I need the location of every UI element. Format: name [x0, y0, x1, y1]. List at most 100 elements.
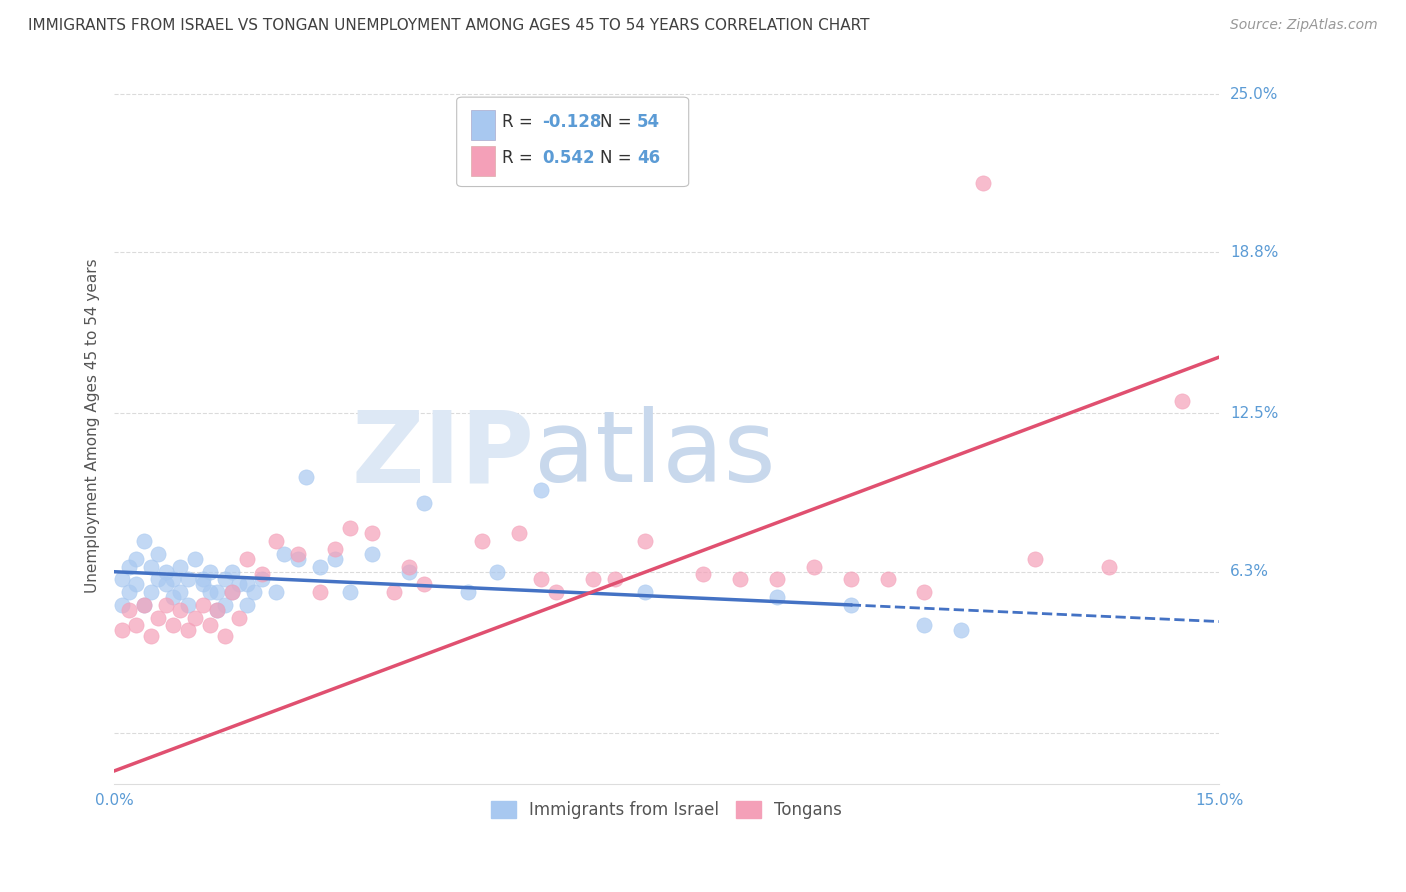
- Point: [177, 598, 200, 612]
- Point: [236, 577, 259, 591]
- Point: [214, 573, 236, 587]
- Point: [198, 618, 221, 632]
- Point: [236, 552, 259, 566]
- Point: [169, 603, 191, 617]
- Text: ZIP: ZIP: [352, 406, 534, 503]
- Point: [148, 547, 170, 561]
- Point: [110, 573, 132, 587]
- Point: [148, 573, 170, 587]
- Point: [184, 610, 207, 624]
- Point: [730, 573, 752, 587]
- Point: [287, 552, 309, 566]
- Point: [110, 598, 132, 612]
- Point: [169, 585, 191, 599]
- Bar: [471, 110, 495, 140]
- Point: [839, 598, 862, 612]
- Point: [361, 526, 384, 541]
- Text: atlas: atlas: [534, 406, 776, 503]
- Point: [323, 541, 346, 556]
- Point: [339, 585, 361, 599]
- Point: [530, 573, 553, 587]
- Point: [125, 618, 148, 632]
- Point: [198, 585, 221, 599]
- Point: [155, 565, 177, 579]
- Point: [309, 559, 332, 574]
- Point: [214, 629, 236, 643]
- Point: [125, 552, 148, 566]
- Point: [692, 567, 714, 582]
- Point: [323, 552, 346, 566]
- Point: [398, 559, 420, 574]
- Point: [339, 521, 361, 535]
- Text: 0.542: 0.542: [541, 149, 595, 167]
- Point: [155, 598, 177, 612]
- Point: [148, 610, 170, 624]
- Text: R =: R =: [502, 149, 538, 167]
- Point: [471, 534, 494, 549]
- Point: [191, 573, 214, 587]
- Text: 12.5%: 12.5%: [1230, 406, 1278, 421]
- Legend: Immigrants from Israel, Tongans: Immigrants from Israel, Tongans: [484, 794, 849, 825]
- Point: [250, 573, 273, 587]
- Text: Source: ZipAtlas.com: Source: ZipAtlas.com: [1230, 18, 1378, 32]
- Point: [361, 547, 384, 561]
- Point: [214, 598, 236, 612]
- Point: [766, 591, 789, 605]
- Point: [221, 585, 243, 599]
- Point: [912, 585, 935, 599]
- Point: [309, 585, 332, 599]
- Y-axis label: Unemployment Among Ages 45 to 54 years: Unemployment Among Ages 45 to 54 years: [86, 259, 100, 593]
- Point: [221, 585, 243, 599]
- Point: [162, 573, 184, 587]
- Point: [169, 559, 191, 574]
- Point: [546, 585, 568, 599]
- Point: [207, 585, 229, 599]
- Point: [287, 547, 309, 561]
- Point: [486, 565, 509, 579]
- Point: [118, 559, 141, 574]
- Point: [191, 577, 214, 591]
- Point: [132, 598, 155, 612]
- Point: [264, 585, 287, 599]
- Point: [398, 565, 420, 579]
- Point: [1171, 393, 1194, 408]
- Point: [125, 577, 148, 591]
- Point: [162, 618, 184, 632]
- Text: 18.8%: 18.8%: [1230, 245, 1278, 260]
- Point: [155, 577, 177, 591]
- Text: N =: N =: [600, 113, 637, 131]
- Point: [412, 496, 434, 510]
- Point: [177, 624, 200, 638]
- Point: [132, 598, 155, 612]
- Text: 54: 54: [637, 113, 659, 131]
- Bar: [471, 145, 495, 176]
- Point: [198, 565, 221, 579]
- Text: 25.0%: 25.0%: [1230, 87, 1278, 102]
- Point: [633, 585, 655, 599]
- Text: R =: R =: [502, 113, 538, 131]
- Point: [110, 624, 132, 638]
- FancyBboxPatch shape: [457, 97, 689, 186]
- Point: [132, 534, 155, 549]
- Point: [243, 585, 266, 599]
- Point: [839, 573, 862, 587]
- Point: [162, 591, 184, 605]
- Point: [118, 603, 141, 617]
- Point: [207, 603, 229, 617]
- Point: [184, 552, 207, 566]
- Point: [1097, 559, 1119, 574]
- Text: 6.3%: 6.3%: [1230, 565, 1270, 579]
- Text: -0.128: -0.128: [541, 113, 602, 131]
- Point: [264, 534, 287, 549]
- Point: [221, 565, 243, 579]
- Point: [139, 559, 162, 574]
- Point: [803, 559, 825, 574]
- Point: [633, 534, 655, 549]
- Point: [228, 610, 250, 624]
- Point: [177, 573, 200, 587]
- Point: [236, 598, 259, 612]
- Point: [950, 624, 973, 638]
- Text: 46: 46: [637, 149, 659, 167]
- Text: IMMIGRANTS FROM ISRAEL VS TONGAN UNEMPLOYMENT AMONG AGES 45 TO 54 YEARS CORRELAT: IMMIGRANTS FROM ISRAEL VS TONGAN UNEMPLO…: [28, 18, 870, 33]
- Point: [118, 585, 141, 599]
